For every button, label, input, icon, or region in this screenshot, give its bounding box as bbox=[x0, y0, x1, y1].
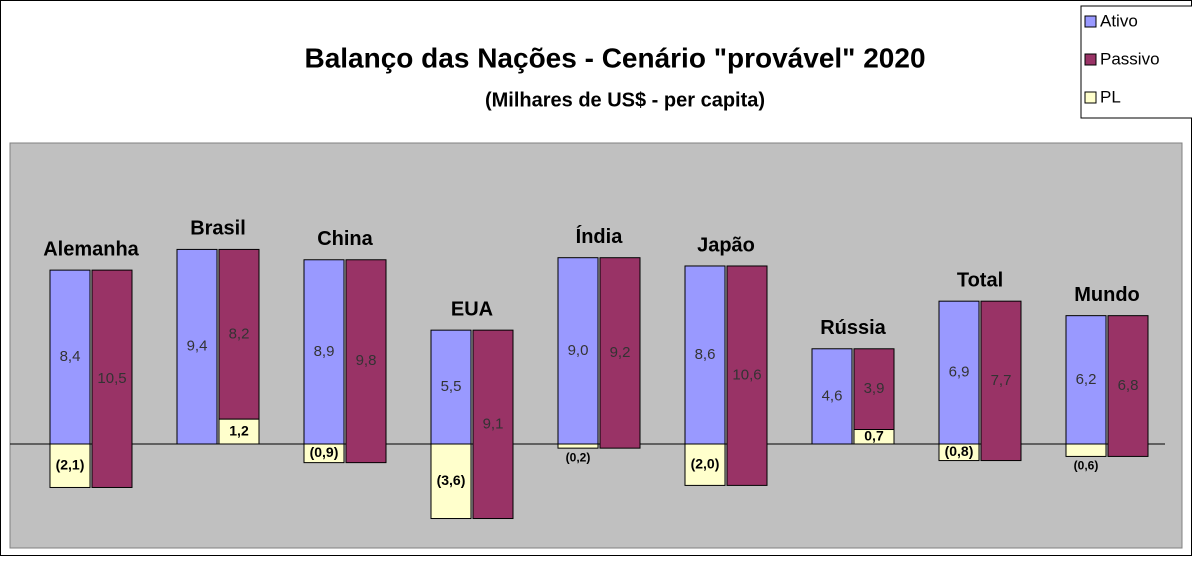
value-label: (2,0) bbox=[691, 455, 720, 471]
category-label: Japão bbox=[697, 234, 755, 256]
bar-passivo bbox=[980, 300, 1022, 462]
bar-pl bbox=[1065, 443, 1107, 457]
legend-swatch bbox=[1084, 15, 1097, 28]
value-label: 5,5 bbox=[441, 378, 462, 395]
bar-passivo bbox=[726, 265, 768, 486]
value-label: 3,9 bbox=[864, 380, 885, 397]
bar-pl bbox=[557, 443, 599, 449]
bar-ativo bbox=[811, 348, 853, 445]
category-label: EUA bbox=[451, 298, 493, 320]
bar-ativo bbox=[303, 259, 345, 445]
value-label: (0,6) bbox=[1074, 459, 1099, 473]
bar-ativo bbox=[49, 269, 91, 445]
value-label: 10,5 bbox=[97, 370, 126, 387]
legend-swatch bbox=[1084, 91, 1097, 104]
value-label: 9,8 bbox=[356, 352, 377, 369]
category-label: Índia bbox=[576, 225, 624, 248]
value-label: (3,6) bbox=[437, 472, 466, 488]
bar-passivo bbox=[345, 259, 387, 464]
category-label: Total bbox=[957, 269, 1003, 291]
bar-passivo bbox=[218, 248, 260, 420]
value-label: 7,7 bbox=[991, 372, 1012, 389]
bar-passivo bbox=[91, 269, 133, 488]
value-label: 9,4 bbox=[187, 338, 208, 355]
bar-passivo bbox=[853, 348, 895, 431]
value-label: 8,6 bbox=[695, 346, 716, 363]
legend-swatch bbox=[1084, 53, 1097, 66]
value-label: (2,1) bbox=[56, 456, 85, 472]
bar-ativo bbox=[684, 265, 726, 445]
bar-passivo bbox=[472, 329, 514, 520]
value-label: 10,6 bbox=[732, 367, 761, 384]
legend-label: Passivo bbox=[1100, 49, 1160, 68]
legend-label: Ativo bbox=[1100, 11, 1138, 30]
bar-pl bbox=[303, 443, 345, 464]
bar-pl bbox=[49, 443, 91, 488]
category-label: China bbox=[317, 228, 373, 250]
bar-ativo bbox=[938, 300, 980, 445]
bar-ativo bbox=[1065, 315, 1107, 445]
chart-subtitle: (Milhares de US$ - per capita) bbox=[485, 89, 765, 111]
value-label: (0,9) bbox=[310, 444, 339, 460]
category-label: Rússia bbox=[820, 317, 886, 339]
value-label: 6,9 bbox=[949, 364, 970, 381]
value-label: 0,7 bbox=[864, 427, 884, 443]
value-label: 8,4 bbox=[60, 348, 81, 365]
bar-pl bbox=[938, 443, 980, 462]
bar-pl bbox=[684, 443, 726, 486]
value-label: 8,2 bbox=[229, 325, 250, 342]
value-label: 9,0 bbox=[568, 342, 589, 359]
value-label: 8,9 bbox=[314, 343, 335, 360]
category-label: Alemanha bbox=[43, 238, 139, 260]
legend-label: PL bbox=[1100, 87, 1121, 106]
bar-pl bbox=[853, 429, 895, 445]
value-label: (0,8) bbox=[945, 443, 974, 459]
bar-ativo bbox=[557, 257, 599, 445]
legend bbox=[1080, 5, 1192, 119]
value-label: 6,8 bbox=[1118, 377, 1139, 394]
bar-ativo bbox=[430, 329, 472, 445]
category-label: Brasil bbox=[190, 218, 246, 240]
value-label: 9,2 bbox=[610, 344, 631, 361]
value-label: 6,2 bbox=[1076, 371, 1097, 388]
bar-ativo bbox=[176, 248, 218, 445]
bar-pl bbox=[430, 443, 472, 520]
bar-pl bbox=[218, 418, 260, 445]
value-label: 1,2 bbox=[229, 422, 249, 438]
value-label: (0,2) bbox=[566, 450, 591, 464]
bar-passivo bbox=[599, 257, 641, 449]
chart-title: Balanço das Nações - Cenário "provável" … bbox=[304, 42, 925, 73]
bar-passivo bbox=[1107, 315, 1149, 457]
value-label: 4,6 bbox=[822, 387, 843, 404]
category-label: Mundo bbox=[1074, 284, 1140, 306]
value-label: 9,1 bbox=[483, 415, 504, 432]
